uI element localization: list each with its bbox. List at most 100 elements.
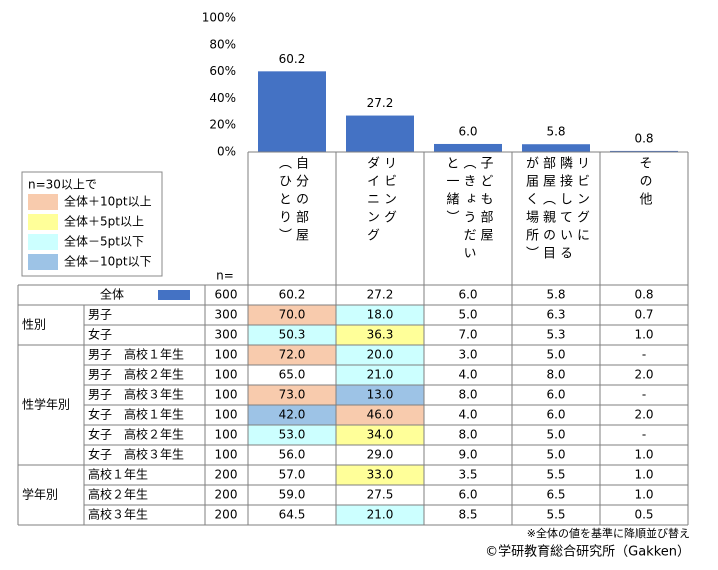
cell-highlight [336,365,424,385]
cell: 4.0 [458,408,477,422]
row-label: 女子 [88,327,112,342]
bar [346,115,414,152]
cell: 27.2 [367,288,394,302]
bar [610,150,678,152]
cell: 1.0 [634,468,653,482]
cell-highlight [336,305,424,325]
legend-swatch [28,214,58,230]
row-n: 600 [215,288,238,302]
cell: 3.0 [458,348,477,362]
row-n: 200 [215,488,238,502]
category-label: 子ども部屋 （きょうだい と一緒） [443,156,493,264]
legend-swatch [28,194,58,210]
cell: 50.3 [279,328,306,342]
row-label: 男子 [88,308,112,322]
cell-highlight [248,425,336,445]
row-n: 100 [215,368,238,382]
bar [522,144,590,152]
cell: - [642,388,646,402]
value-label: 0.8 [634,131,653,145]
cell: 5.8 [546,288,565,302]
cell-highlight [336,385,424,405]
y-tick-label: 0% [217,145,236,159]
cell: 3.5 [458,468,477,482]
cell: 70.0 [279,308,306,322]
row-n: 100 [215,448,238,462]
cell: 20.0 [367,348,394,362]
cell: 42.0 [279,408,306,422]
cell: 64.5 [279,508,306,522]
row-label: 男子 高校２年生 [88,367,184,382]
row-label: 女子 高校２年生 [88,427,184,442]
cell: 6.3 [546,308,565,322]
cell: 60.2 [279,288,306,302]
row-n: 200 [215,468,238,482]
y-tick-label: 80% [209,37,236,51]
cell-highlight [336,505,424,525]
y-tick-label: 20% [209,118,236,132]
cell: 59.0 [279,488,306,502]
row-label: 高校３年生 [88,507,148,522]
cell: 29.0 [367,448,394,462]
legend-label: 全体－10pt以下 [64,254,152,269]
cell-highlight [336,325,424,345]
cell-highlight [336,345,424,365]
cell: 36.3 [367,328,394,342]
cell-highlight [248,305,336,325]
cell: 21.0 [367,368,394,382]
cell: 72.0 [279,348,306,362]
category-label: リビングに 隣接している 部屋（親の目 が届く場所） [523,156,589,264]
cell-highlight [248,325,336,345]
cell: 8.5 [458,508,477,522]
cell: 8.0 [458,388,477,402]
cell: 53.0 [279,428,306,442]
row-n: 300 [215,328,238,342]
cell-highlight [336,405,424,425]
legend-title: n=30以上で [28,178,97,192]
cell: 65.0 [279,368,306,382]
row-label: 女子 高校１年生 [88,407,184,422]
legend-label: 全体－5pt以下 [64,234,144,249]
y-tick-label: 40% [209,91,236,105]
cell: 8.0 [546,368,565,382]
cell: 13.0 [367,388,394,402]
bar [258,71,326,152]
row-n: 200 [215,508,238,522]
legend-label: 全体＋5pt以上 [64,214,144,229]
cell: 57.0 [279,468,306,482]
copyright: ©学研教育総合研究所（Gakken） [485,544,690,560]
value-label: 5.8 [546,125,565,139]
row-label: 高校２年生 [88,487,148,502]
category-label: その他 [636,156,652,210]
row-label: 男子 高校１年生 [88,347,184,362]
cell: 9.0 [458,448,477,462]
cell: 0.7 [634,308,653,322]
cell: 6.0 [546,408,565,422]
cell: 0.5 [634,508,653,522]
cell: 1.0 [634,328,653,342]
legend-swatch [28,254,58,270]
row-n: 300 [215,308,238,322]
cell: 2.0 [634,408,653,422]
cell: 4.0 [458,368,477,382]
cell: 2.0 [634,368,653,382]
group-label: 学年別 [22,487,58,502]
row-n: 100 [215,408,238,422]
cell: 21.0 [367,508,394,522]
cell: 8.0 [458,428,477,442]
row-n: 100 [215,428,238,442]
bar [434,143,502,152]
category-label: 自分の部屋 （ひとり） [276,156,308,246]
cell: 56.0 [279,448,306,462]
cell: 6.0 [458,288,477,302]
cell: 46.0 [367,408,394,422]
category-label: リビング ダイニング [364,156,396,246]
n-header: n= [216,269,234,283]
cell: 6.5 [546,488,565,502]
cell: 5.0 [458,308,477,322]
cell: 5.0 [546,448,565,462]
cell: 5.3 [546,328,565,342]
total-swatch [158,290,190,300]
